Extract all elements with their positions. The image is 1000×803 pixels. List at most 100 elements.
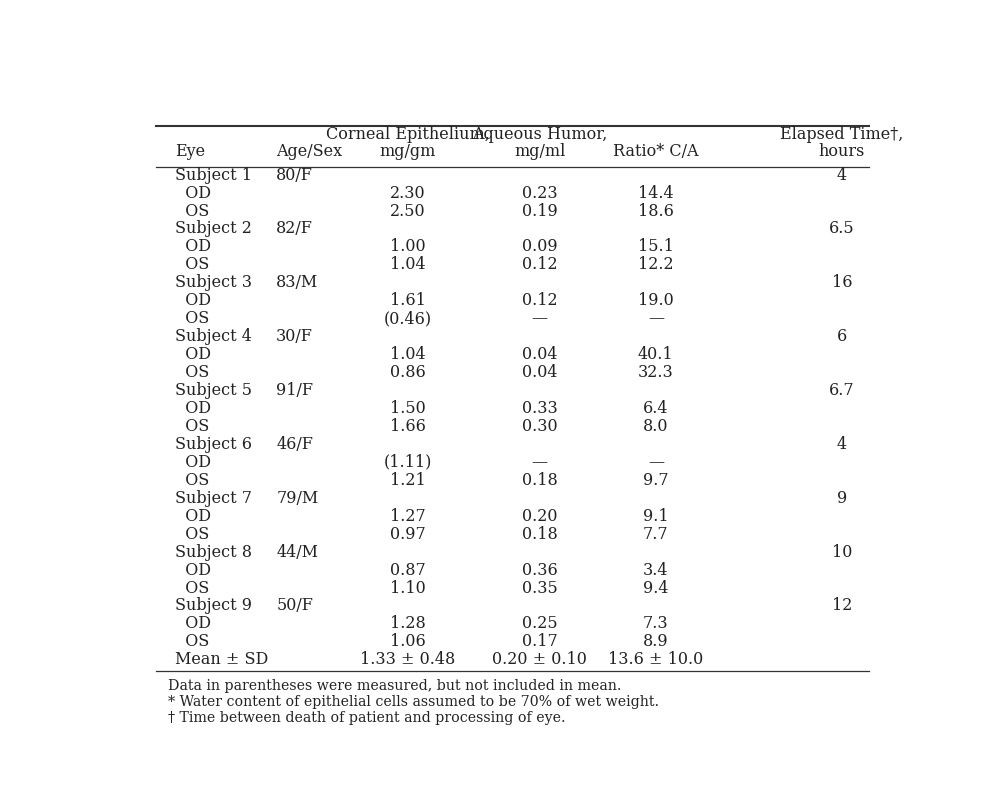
Text: 16: 16: [832, 274, 852, 291]
Text: OS: OS: [175, 364, 210, 381]
Text: 1.21: 1.21: [390, 471, 426, 488]
Text: OD: OD: [175, 507, 211, 524]
Text: 0.17: 0.17: [522, 633, 558, 650]
Text: 83/M: 83/M: [276, 274, 318, 291]
Text: 50/F: 50/F: [276, 597, 313, 613]
Text: 6: 6: [837, 328, 847, 344]
Text: 91/F: 91/F: [276, 381, 313, 398]
Text: OS: OS: [175, 633, 210, 650]
Text: Subject 5: Subject 5: [175, 381, 252, 398]
Text: 12: 12: [832, 597, 852, 613]
Text: 14.4: 14.4: [638, 185, 674, 202]
Text: OS: OS: [175, 418, 210, 434]
Text: OD: OD: [175, 453, 211, 471]
Text: 0.12: 0.12: [522, 292, 557, 309]
Text: —: —: [648, 453, 664, 471]
Text: † Time between death of patient and processing of eye.: † Time between death of patient and proc…: [168, 710, 565, 724]
Text: 1.10: 1.10: [390, 579, 426, 596]
Text: 0.97: 0.97: [390, 525, 426, 542]
Text: 1.00: 1.00: [390, 238, 426, 255]
Text: 9.1: 9.1: [643, 507, 669, 524]
Text: 0.25: 0.25: [522, 614, 557, 632]
Text: 32.3: 32.3: [638, 364, 674, 381]
Text: 82/F: 82/F: [276, 220, 313, 237]
Text: 0.86: 0.86: [390, 364, 426, 381]
Text: 9: 9: [837, 489, 847, 506]
Text: 1.04: 1.04: [390, 346, 426, 363]
Text: 0.04: 0.04: [522, 346, 557, 363]
Text: 0.35: 0.35: [522, 579, 558, 596]
Text: 46/F: 46/F: [276, 435, 313, 452]
Text: Subject 8: Subject 8: [175, 543, 252, 560]
Text: 15.1: 15.1: [638, 238, 674, 255]
Text: OS: OS: [175, 256, 210, 273]
Text: 1.66: 1.66: [390, 418, 426, 434]
Text: 9.4: 9.4: [643, 579, 669, 596]
Text: OD: OD: [175, 560, 211, 578]
Text: 0.12: 0.12: [522, 256, 557, 273]
Text: 0.09: 0.09: [522, 238, 557, 255]
Text: OD: OD: [175, 238, 211, 255]
Text: 0.30: 0.30: [522, 418, 557, 434]
Text: OS: OS: [175, 579, 210, 596]
Text: 1.04: 1.04: [390, 256, 426, 273]
Text: Subject 1: Subject 1: [175, 166, 252, 183]
Text: hours: hours: [819, 143, 865, 160]
Text: OD: OD: [175, 400, 211, 417]
Text: 19.0: 19.0: [638, 292, 674, 309]
Text: 0.20: 0.20: [522, 507, 557, 524]
Text: 10: 10: [832, 543, 852, 560]
Text: 1.61: 1.61: [390, 292, 426, 309]
Text: 8.9: 8.9: [643, 633, 669, 650]
Text: Corneal Epithelium,: Corneal Epithelium,: [326, 126, 490, 143]
Text: 0.19: 0.19: [522, 202, 558, 219]
Text: 4: 4: [837, 166, 847, 183]
Text: —: —: [648, 310, 664, 327]
Text: Subject 2: Subject 2: [175, 220, 252, 237]
Text: OD: OD: [175, 614, 211, 632]
Text: Age/Sex: Age/Sex: [276, 143, 342, 160]
Text: 3.4: 3.4: [643, 560, 669, 578]
Text: —: —: [532, 310, 548, 327]
Text: 1.27: 1.27: [390, 507, 426, 524]
Text: (0.46): (0.46): [384, 310, 432, 327]
Text: 30/F: 30/F: [276, 328, 313, 344]
Text: 80/F: 80/F: [276, 166, 313, 183]
Text: 0.33: 0.33: [522, 400, 558, 417]
Text: Aqueous Humor,: Aqueous Humor,: [472, 126, 607, 143]
Text: 8.0: 8.0: [643, 418, 669, 434]
Text: 4: 4: [837, 435, 847, 452]
Text: 0.20 ± 0.10: 0.20 ± 0.10: [492, 650, 587, 667]
Text: OS: OS: [175, 471, 210, 488]
Text: 9.7: 9.7: [643, 471, 669, 488]
Text: Subject 3: Subject 3: [175, 274, 252, 291]
Text: 12.2: 12.2: [638, 256, 674, 273]
Text: Mean ± SD: Mean ± SD: [175, 650, 269, 667]
Text: Ratio* C/A: Ratio* C/A: [613, 143, 699, 160]
Text: 0.04: 0.04: [522, 364, 557, 381]
Text: OS: OS: [175, 310, 210, 327]
Text: —: —: [532, 453, 548, 471]
Text: Subject 4: Subject 4: [175, 328, 252, 344]
Text: Subject 6: Subject 6: [175, 435, 252, 452]
Text: 7.3: 7.3: [643, 614, 669, 632]
Text: 0.36: 0.36: [522, 560, 558, 578]
Text: 7.7: 7.7: [643, 525, 669, 542]
Text: OD: OD: [175, 346, 211, 363]
Text: OD: OD: [175, 185, 211, 202]
Text: 6.7: 6.7: [829, 381, 855, 398]
Text: 0.87: 0.87: [390, 560, 426, 578]
Text: 6.5: 6.5: [829, 220, 855, 237]
Text: 40.1: 40.1: [638, 346, 674, 363]
Text: 0.18: 0.18: [522, 471, 558, 488]
Text: 2.50: 2.50: [390, 202, 426, 219]
Text: 18.6: 18.6: [638, 202, 674, 219]
Text: mg/gm: mg/gm: [380, 143, 436, 160]
Text: 1.33 ± 0.48: 1.33 ± 0.48: [360, 650, 456, 667]
Text: mg/ml: mg/ml: [514, 143, 565, 160]
Text: 1.06: 1.06: [390, 633, 426, 650]
Text: * Water content of epithelial cells assumed to be 70% of wet weight.: * Water content of epithelial cells assu…: [168, 694, 659, 708]
Text: 2.30: 2.30: [390, 185, 426, 202]
Text: Data in parentheses were measured, but not included in mean.: Data in parentheses were measured, but n…: [168, 678, 621, 692]
Text: Eye: Eye: [175, 143, 206, 160]
